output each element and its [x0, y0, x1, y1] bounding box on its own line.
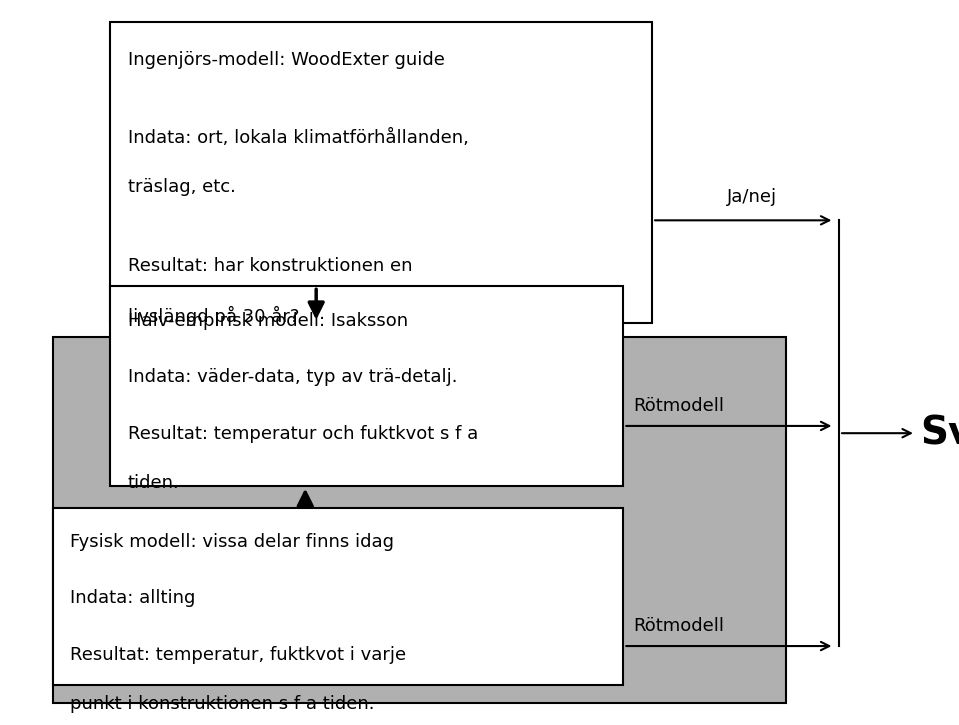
Text: Indata: ort, lokala klimatförhållanden,: Indata: ort, lokala klimatförhållanden, — [128, 129, 468, 147]
Text: Fysisk modell: vissa delar finns idag: Fysisk modell: vissa delar finns idag — [70, 533, 394, 551]
Text: Resultat: har konstruktionen en: Resultat: har konstruktionen en — [128, 257, 412, 275]
Text: livslängd på 30 år?: livslängd på 30 år? — [128, 306, 299, 326]
Text: Resultat: temperatur, fuktkvot i varje: Resultat: temperatur, fuktkvot i varje — [70, 646, 406, 664]
Bar — [53, 337, 786, 703]
Bar — [110, 22, 652, 323]
Text: Indata: väder-data, typ av trä-detalj.: Indata: väder-data, typ av trä-detalj. — [128, 368, 457, 386]
Text: Rötmodell: Rötmodell — [633, 617, 724, 635]
Text: Halv-empirisk modell: Isaksson: Halv-empirisk modell: Isaksson — [128, 312, 408, 330]
Text: Indata: allting: Indata: allting — [70, 589, 196, 608]
Text: punkt i konstruktionen s f a tiden.: punkt i konstruktionen s f a tiden. — [70, 695, 375, 713]
Text: tiden.: tiden. — [128, 474, 179, 492]
Bar — [110, 286, 623, 486]
Text: Ingenjörs-modell: WoodExter guide: Ingenjörs-modell: WoodExter guide — [128, 51, 444, 69]
Text: Rötmodell: Rötmodell — [633, 397, 724, 415]
Text: Ja/nej: Ja/nej — [727, 188, 777, 206]
Text: Svar: Svar — [921, 414, 959, 452]
Text: Resultat: temperatur och fuktkvot s f a: Resultat: temperatur och fuktkvot s f a — [128, 425, 478, 443]
Text: träslag, etc.: träslag, etc. — [128, 178, 235, 196]
Bar — [53, 507, 623, 685]
